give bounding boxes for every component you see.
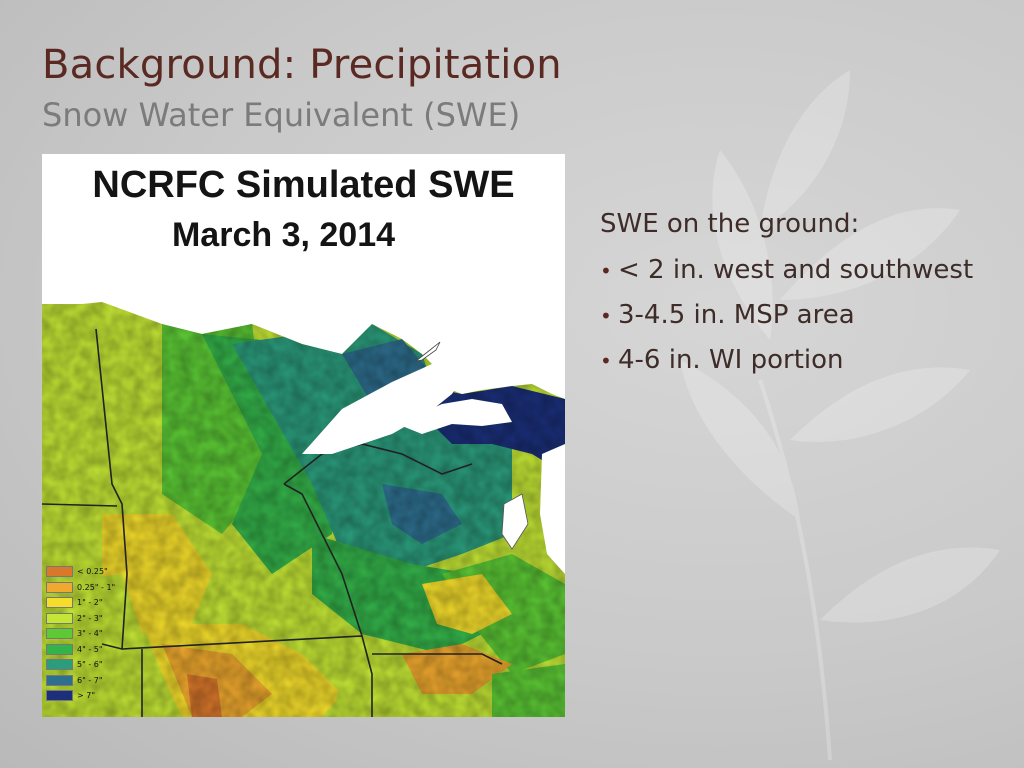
legend-label: 5" - 6" <box>77 660 103 670</box>
legend-label: 1" - 2" <box>77 598 103 608</box>
bullet-text: 4-6 in. WI portion <box>618 344 844 375</box>
state-border <box>283 443 473 485</box>
lake-superior <box>302 352 474 454</box>
legend-item: 6" - 7" <box>46 673 122 689</box>
legend-label: < 0.25" <box>77 567 108 577</box>
legend-swatch <box>46 628 73 640</box>
slide-title: Background: Precipitation <box>42 42 562 88</box>
legend-item: 5" - 6" <box>46 657 122 673</box>
bullet-text: < 2 in. west and southwest <box>618 254 974 285</box>
legend-swatch <box>46 597 73 609</box>
legend-swatch <box>46 612 73 624</box>
list-item: • < 2 in. west and southwest <box>600 253 1000 288</box>
legend-swatch <box>46 674 73 686</box>
slide-subtitle: Snow Water Equivalent (SWE) <box>42 96 521 134</box>
bullet-icon: • <box>600 258 612 283</box>
legend-label: 2" - 3" <box>77 613 103 623</box>
lake-superior-east <box>397 399 512 434</box>
legend-label: 4" - 5" <box>77 644 103 654</box>
legend-item: 2" - 3" <box>46 611 122 627</box>
legend-item: 1" - 2" <box>46 595 122 611</box>
map-title: NCRFC Simulated SWE <box>92 164 515 206</box>
legend-swatch <box>46 581 73 593</box>
legend-item: < 0.25" <box>46 564 122 580</box>
legend-label: 6" - 7" <box>77 675 103 685</box>
list-item: • 4-6 in. WI portion <box>600 343 1000 378</box>
map-date: March 3, 2014 <box>171 216 396 254</box>
legend-swatch <box>46 690 73 702</box>
legend-item: 4" - 5" <box>46 642 122 658</box>
bullet-heading: SWE on the ground: <box>600 209 860 239</box>
legend-label: 0.25" - 1" <box>77 582 116 592</box>
swe-map <box>42 302 565 717</box>
text-panel: SWE on the ground: • < 2 in. west and sou… <box>600 208 1000 388</box>
state-border <box>121 635 373 717</box>
state-border <box>372 653 503 665</box>
legend-label: > 7" <box>77 691 96 701</box>
legend-label: 3" - 4" <box>77 629 103 639</box>
legend-item: 0.25" - 1" <box>46 580 122 596</box>
state-border <box>95 328 128 651</box>
map-legend: < 0.25" 0.25" - 1" 1" - 2" 2" - 3" 3" - 4" 4"… <box>46 564 122 704</box>
legend-item: 3" - 4" <box>46 626 122 642</box>
isle-royale <box>415 341 441 362</box>
bullet-icon: • <box>600 348 612 373</box>
legend-swatch <box>46 659 73 671</box>
state-border <box>283 483 363 637</box>
lake-michigan <box>540 444 565 574</box>
legend-swatch <box>46 643 73 655</box>
bullet-icon: • <box>600 303 612 328</box>
legend-swatch <box>46 566 73 578</box>
state-border <box>42 503 118 507</box>
bullet-text: 3-4.5 in. MSP area <box>618 299 855 330</box>
list-item: • 3-4.5 in. MSP area <box>600 298 1000 333</box>
legend-item: > 7" <box>46 688 122 704</box>
swe-map-figure: NCRFC Simulated SWE March 3, 2014 < 0.25… <box>42 154 565 717</box>
lake-winnebago <box>501 493 529 550</box>
